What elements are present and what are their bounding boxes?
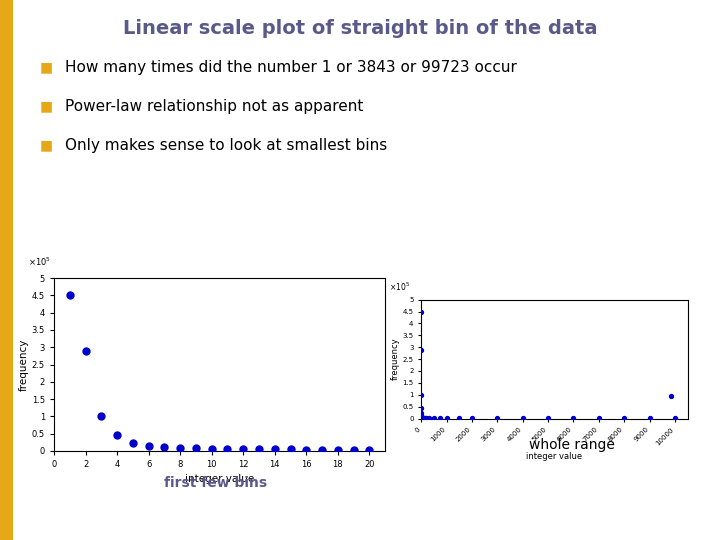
Point (415, 413, 427, 421)
Point (415, 403, 427, 412)
Point (190, 444, 202, 453)
Point (143, 442, 154, 450)
Point (415, 307, 427, 316)
Point (269, 445, 281, 454)
Point (415, 411, 427, 420)
Point (96, 412, 107, 421)
Point (428, 414, 440, 423)
Point (517, 414, 528, 423)
Point (419, 414, 431, 423)
Point (492, 414, 503, 423)
Text: $\times 10^5$: $\times 10^5$ (27, 255, 50, 268)
Point (417, 414, 428, 422)
Point (418, 414, 430, 423)
Text: Power-law relationship not as apparent: Power-law relationship not as apparent (65, 99, 363, 114)
Text: ■: ■ (40, 138, 53, 152)
Point (222, 444, 233, 453)
Point (316, 446, 328, 454)
Point (416, 413, 428, 422)
Point (441, 414, 452, 423)
Point (418, 414, 429, 423)
Text: whole range: whole range (529, 438, 616, 453)
Text: ■: ■ (40, 60, 53, 75)
Point (238, 444, 249, 453)
Point (618, 414, 630, 423)
Text: Only makes sense to look at smallest bins: Only makes sense to look at smallest bin… (65, 138, 387, 153)
Point (174, 444, 186, 453)
Text: first few bins: first few bins (164, 476, 268, 490)
Point (300, 446, 312, 454)
Point (416, 414, 428, 422)
Point (415, 408, 427, 417)
Text: $\times 10^5$: $\times 10^5$ (390, 280, 410, 293)
Point (112, 431, 123, 440)
Point (80, 346, 91, 355)
Point (423, 414, 435, 423)
Point (206, 444, 217, 453)
Text: How many times did the number 1 or 3843 or 99723 occur: How many times did the number 1 or 3843 … (65, 60, 517, 75)
Point (542, 414, 554, 423)
Point (567, 414, 579, 423)
Point (415, 413, 427, 421)
Point (253, 445, 265, 454)
Point (593, 414, 605, 423)
Point (416, 414, 428, 422)
Y-axis label: frequency: frequency (391, 338, 400, 380)
Point (415, 345, 427, 354)
Point (415, 390, 427, 399)
Y-axis label: frequency: frequency (19, 339, 29, 390)
Point (644, 414, 655, 423)
Point (434, 414, 446, 423)
Point (348, 446, 359, 454)
X-axis label: integer value: integer value (526, 452, 582, 461)
Point (669, 414, 680, 423)
Point (285, 445, 297, 454)
Point (665, 392, 677, 400)
Point (420, 414, 432, 423)
Point (332, 446, 343, 454)
Point (64, 291, 76, 300)
X-axis label: integer value: integer value (185, 475, 254, 484)
Point (415, 412, 427, 421)
Point (127, 438, 139, 447)
Point (158, 443, 170, 452)
Text: Linear scale plot of straight bin of the data: Linear scale plot of straight bin of the… (122, 19, 598, 38)
Point (364, 446, 375, 454)
Point (466, 414, 477, 423)
Point (415, 412, 427, 421)
Point (454, 414, 465, 423)
Text: ■: ■ (40, 99, 53, 113)
